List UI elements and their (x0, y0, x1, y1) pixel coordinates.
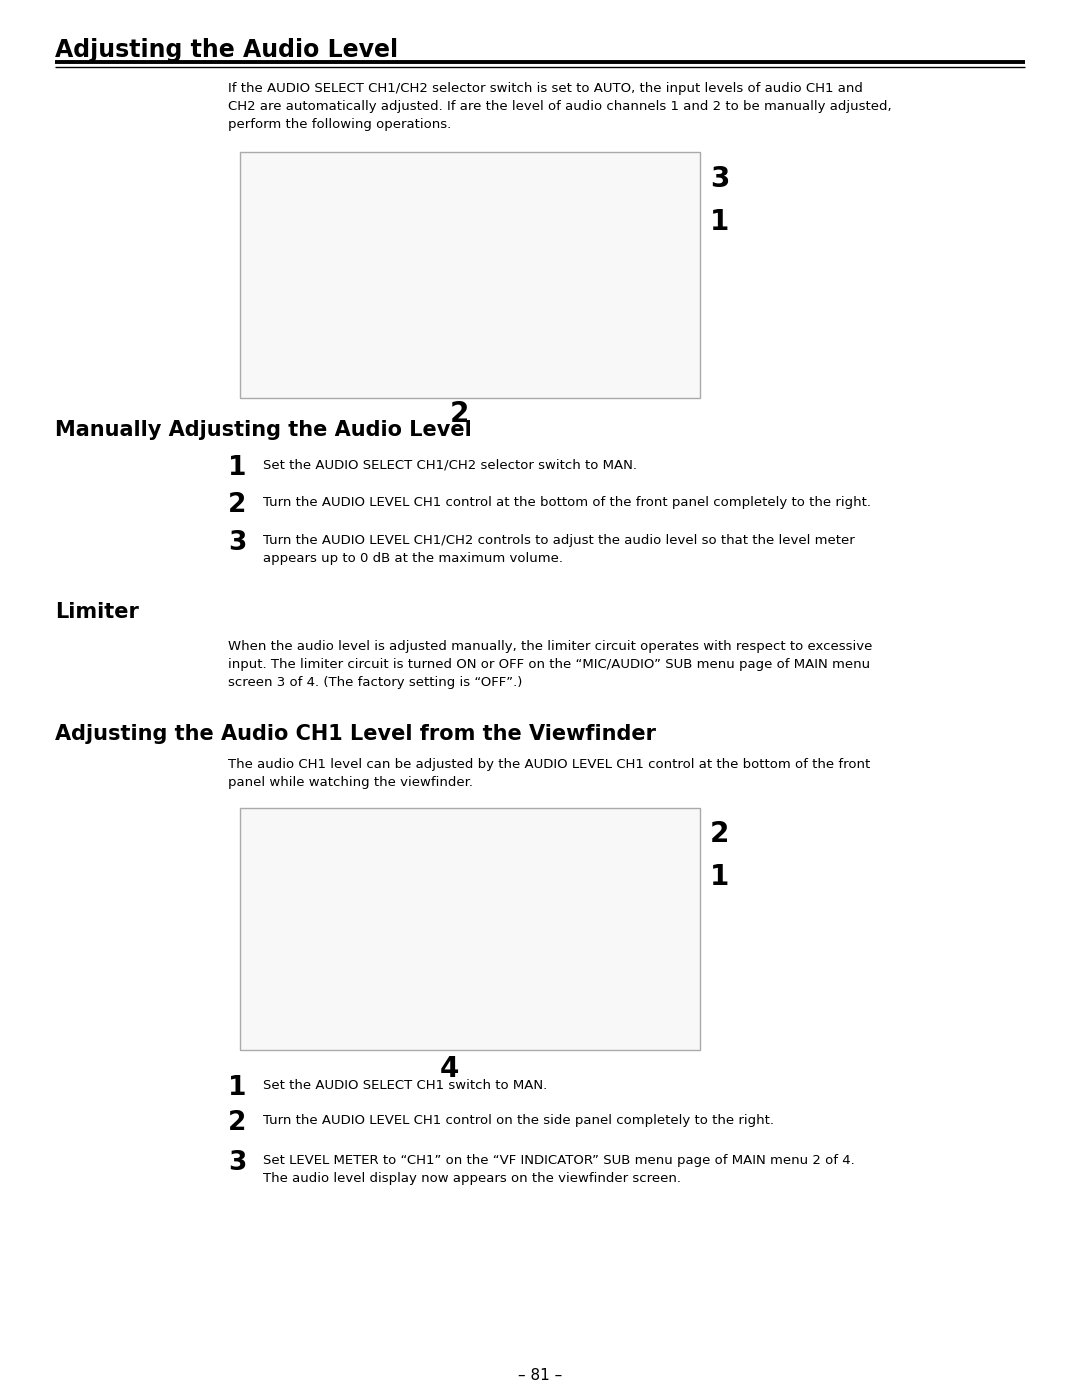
Text: If the AUDIO SELECT CH1/CH2 selector switch is set to AUTO, the input levels of : If the AUDIO SELECT CH1/CH2 selector swi… (228, 82, 892, 131)
Text: 4: 4 (440, 1055, 459, 1083)
Text: Limiter: Limiter (55, 602, 139, 622)
Text: Set the AUDIO SELECT CH1 switch to MAN.: Set the AUDIO SELECT CH1 switch to MAN. (264, 1078, 548, 1092)
Text: Adjusting the Audio CH1 Level from the Viewfinder: Adjusting the Audio CH1 Level from the V… (55, 724, 656, 745)
Text: Turn the AUDIO LEVEL CH1/CH2 controls to adjust the audio level so that the leve: Turn the AUDIO LEVEL CH1/CH2 controls to… (264, 534, 854, 564)
Text: 2: 2 (228, 1111, 246, 1136)
Text: Manually Adjusting the Audio Level: Manually Adjusting the Audio Level (55, 420, 472, 440)
Text: – 81 –: – 81 – (518, 1368, 562, 1383)
Text: Adjusting the Audio Level: Adjusting the Audio Level (55, 38, 399, 61)
Bar (240, 152, 700, 398)
Text: 2: 2 (228, 492, 246, 518)
Text: Turn the AUDIO LEVEL CH1 control on the side panel completely to the right.: Turn the AUDIO LEVEL CH1 control on the … (264, 1113, 774, 1127)
Text: 3: 3 (710, 165, 729, 193)
Text: When the audio level is adjusted manually, the limiter circuit operates with res: When the audio level is adjusted manuall… (228, 640, 873, 689)
Text: 1: 1 (710, 863, 729, 891)
Text: 2: 2 (710, 820, 729, 848)
Bar (240, 807, 700, 1051)
Text: Set LEVEL METER to “CH1” on the “VF INDICATOR” SUB menu page of MAIN menu 2 of 4: Set LEVEL METER to “CH1” on the “VF INDI… (264, 1154, 854, 1185)
Text: Turn the AUDIO LEVEL CH1 control at the bottom of the front panel completely to : Turn the AUDIO LEVEL CH1 control at the … (264, 496, 870, 509)
Text: Set the AUDIO SELECT CH1/CH2 selector switch to MAN.: Set the AUDIO SELECT CH1/CH2 selector sw… (264, 460, 637, 472)
Text: 2: 2 (450, 400, 470, 427)
Text: The audio CH1 level can be adjusted by the AUDIO LEVEL CH1 control at the bottom: The audio CH1 level can be adjusted by t… (228, 759, 870, 789)
Text: 3: 3 (228, 1150, 246, 1176)
Text: 3: 3 (228, 529, 246, 556)
Text: 1: 1 (228, 1076, 246, 1101)
Text: 1: 1 (228, 455, 246, 481)
Text: 1: 1 (710, 208, 729, 236)
